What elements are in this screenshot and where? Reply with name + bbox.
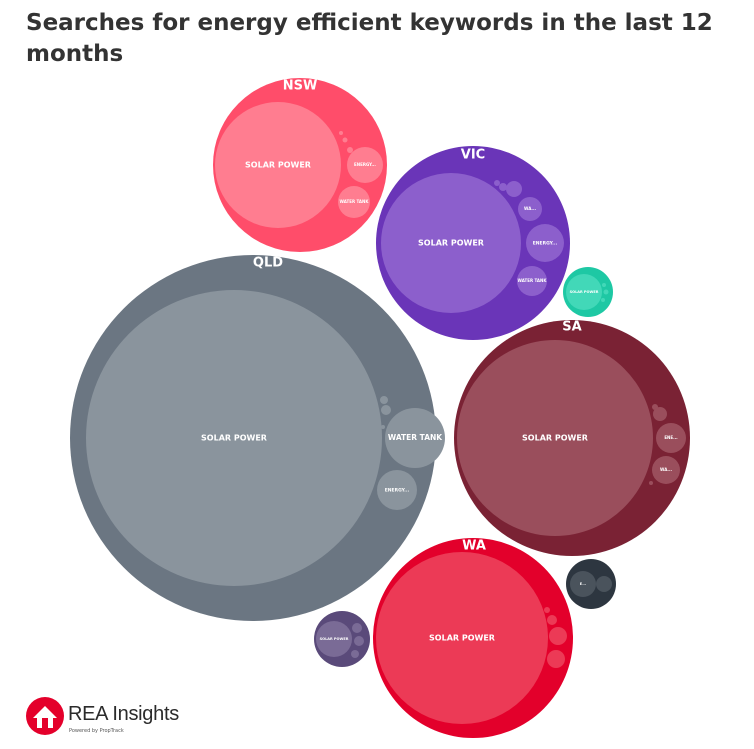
item-circle xyxy=(518,197,542,221)
decor-dot xyxy=(601,298,605,302)
decor-dot xyxy=(653,407,667,421)
decor-dot xyxy=(602,283,606,287)
group-label: VIC xyxy=(461,148,485,163)
decor-dot xyxy=(352,623,362,633)
item-circle xyxy=(86,290,382,586)
item-label: SOLAR POWER xyxy=(570,290,599,294)
item-circle xyxy=(347,147,383,183)
decor-dot xyxy=(342,137,348,143)
item-circle xyxy=(377,470,417,510)
item-circle xyxy=(570,571,596,597)
item-label: E... xyxy=(580,582,586,586)
item-label: SOLAR POWER xyxy=(418,239,484,248)
item-label: WA... xyxy=(524,206,536,211)
group-label: SA xyxy=(562,320,581,335)
item-label: ENE... xyxy=(664,435,678,440)
item-circle xyxy=(652,456,680,484)
decor-dot xyxy=(339,131,343,135)
item-circle xyxy=(385,408,445,468)
logo-icon xyxy=(26,697,64,735)
item-circle xyxy=(517,266,547,296)
decor-dot xyxy=(549,627,567,645)
item-circle xyxy=(381,173,521,313)
decor-dot xyxy=(381,425,385,429)
item-label: ENERGY... xyxy=(385,488,410,494)
logo-name: REA Insights xyxy=(68,703,179,725)
decor-dot xyxy=(347,147,353,153)
item-circle xyxy=(457,340,653,536)
item-label: ENERGY... xyxy=(533,241,558,247)
decor-dot xyxy=(380,396,388,404)
decor-dot xyxy=(544,607,550,613)
decor-dot xyxy=(596,576,612,592)
decor-dot xyxy=(649,481,653,485)
decor-dot xyxy=(381,405,391,415)
item-circle xyxy=(215,102,341,228)
item-label: SOLAR POWER xyxy=(522,434,588,443)
item-label: SOLAR POWER xyxy=(429,634,495,643)
decor-dot xyxy=(351,650,359,658)
group-label: QLD xyxy=(253,256,283,271)
group-label: NSW xyxy=(283,79,318,94)
item-label: WATER TANK xyxy=(388,433,443,442)
title: Searches for energy efficient keywords i… xyxy=(26,10,713,67)
item-circle xyxy=(566,274,602,310)
logo-tagline: Powered by PropTrack xyxy=(69,728,124,734)
group-label: WA xyxy=(462,539,486,554)
decor-dot xyxy=(547,615,557,625)
item-label: ENERGY... xyxy=(354,162,376,167)
item-circle xyxy=(656,423,686,453)
item-circle xyxy=(316,621,352,657)
item-label: SOLAR POWER xyxy=(320,637,349,641)
decor-dot xyxy=(499,183,507,191)
item-circle xyxy=(526,224,564,262)
decor-dot xyxy=(354,636,364,646)
item-label: WA... xyxy=(660,467,672,472)
decor-dot xyxy=(547,650,565,668)
item-circle xyxy=(338,186,370,218)
decor-dot xyxy=(494,180,500,186)
item-label: SOLAR POWER xyxy=(245,161,311,170)
item-label: SOLAR POWER xyxy=(201,434,267,443)
item-label: WATER TANK xyxy=(340,199,370,204)
item-label: WATER TANK xyxy=(518,278,548,283)
decor-dot xyxy=(603,289,609,295)
decor-dot xyxy=(506,181,522,197)
item-circle xyxy=(376,552,548,724)
